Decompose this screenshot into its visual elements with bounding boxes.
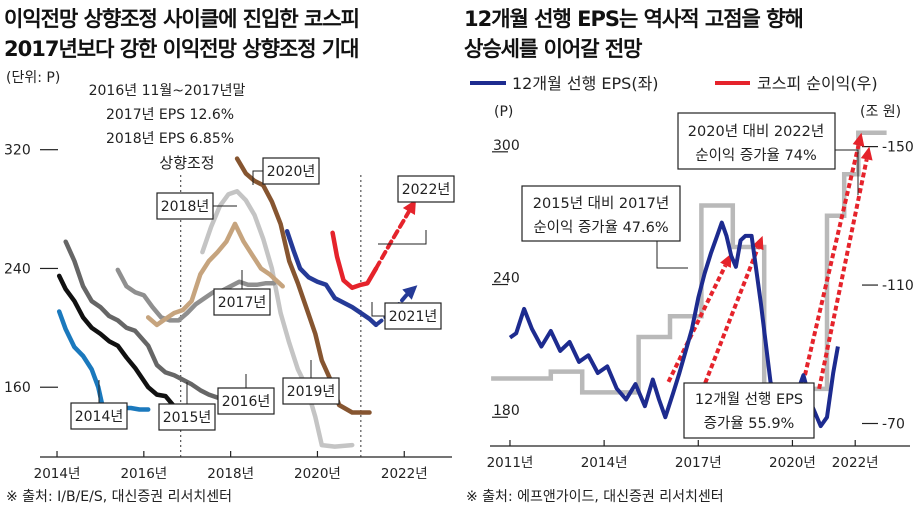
left-xtick-label-2018: 2018년 xyxy=(207,466,254,482)
right-right-ytick-label-70: -70 xyxy=(882,417,905,433)
left-label-box-8 xyxy=(397,175,455,203)
left-label-text-5: 2019년 xyxy=(287,384,336,400)
callout-2015-leader xyxy=(656,241,688,269)
left-label-box-1 xyxy=(158,403,216,431)
right-xtick-label-2017: 2017년 xyxy=(675,455,722,471)
left-series-2022y-forecast xyxy=(374,202,415,271)
note-eps-2018: 2018년 EPS 6.85% xyxy=(106,131,234,147)
callout-2020-line1: 2020년 대비 2022년 xyxy=(688,123,824,140)
left-xtick-label-2022: 2022년 xyxy=(381,466,428,482)
note-period: 2016년 11월~2017년말 xyxy=(89,83,246,99)
left-xtick-label-2020: 2020년 xyxy=(294,466,341,482)
left-label-box-2 xyxy=(217,387,275,415)
note-eps-2017: 2017년 EPS 12.6% xyxy=(106,107,234,123)
left-label-box-5 xyxy=(282,377,340,405)
left-label-leader-7 xyxy=(371,302,385,317)
right-growth-arrowhead-1 xyxy=(752,235,764,251)
left-label-text-7: 2021년 xyxy=(389,309,438,325)
callout-2015-line1: 2015년 대비 2017년 xyxy=(533,195,669,212)
left-series-2021y xyxy=(284,229,379,328)
left-plot-grid: 160 240 320 2014년 2016년 2018년 2020년 2022년 xyxy=(4,143,452,482)
right-growth-arrow-3 xyxy=(817,158,869,390)
left-label-text-1: 2015년 xyxy=(163,410,212,426)
left-label-text-6: 2020년 xyxy=(267,164,316,180)
right-series-group xyxy=(491,130,887,429)
right-xtick-label-2020: 2020년 xyxy=(769,455,816,471)
right-axis-unit: (조 원) xyxy=(860,104,901,120)
callout-2015-line2: 순이익 증가율 47.6% xyxy=(533,219,668,236)
left-series-2019y xyxy=(200,189,355,449)
left-series-2017y xyxy=(115,267,277,323)
right-title-line2: 상승세를 이어갈 전망 xyxy=(464,37,643,61)
left-title: 이익전망 상향조정 사이클에 진입한 코스피 2017년보다 강한 이익전망 상… xyxy=(4,4,360,64)
left-series-2016y xyxy=(63,239,238,405)
left-xtick-label-2016: 2016년 xyxy=(120,466,167,482)
left-label-text-4: 2018년 xyxy=(161,199,210,215)
callout-eps-line1: 12개월 선행 EPS xyxy=(695,391,803,408)
right-xtick-label-2011: 2011년 xyxy=(487,455,534,471)
left-label-leader-6 xyxy=(252,170,263,185)
left-label-box-6 xyxy=(262,157,320,185)
right-plot-grid: 180 240 300 -70 -110 -150 2011년 2014년 2017년 2020년… xyxy=(487,138,914,471)
left-label-text-2: 2016년 xyxy=(222,394,271,410)
left-axis-unit: (P) xyxy=(494,104,513,120)
left-arrowhead-2022y-forecast xyxy=(402,199,416,216)
left-source: ※ 출처: I/B/E/S, 대신증권 리서치센터 xyxy=(6,489,232,505)
right-title: 12개월 선행 EPS는 역사적 고점을 향해 상승세를 이어갈 전망 xyxy=(464,4,804,64)
left-title-line2: 2017년보다 강한 이익전망 상향조정 기대 xyxy=(4,37,360,61)
legend-profit-label: 코스피 순이익(우) xyxy=(757,74,878,93)
left-series-2018y xyxy=(145,221,285,328)
left-chart: (단위: P) 2016년 11월~2017년말 2017년 EPS 12.6%… xyxy=(4,70,455,482)
left-arrowhead-2021y-forecast xyxy=(402,285,418,300)
left-label-box-4 xyxy=(156,192,214,220)
left-label-box-7 xyxy=(384,302,442,330)
left-series-2015y xyxy=(56,273,194,424)
left-panel: 이익전망 상향조정 사이클에 진입한 코스피 2017년보다 강한 이익전망 상… xyxy=(0,0,458,512)
legend-eps-label: 12개월 선행 EPS(좌) xyxy=(512,74,659,93)
callout-2020-box xyxy=(677,112,836,170)
right-left-ytick-label-300: 300 xyxy=(493,138,520,154)
right-growth-arrowhead-2 xyxy=(852,132,865,147)
callout-eps-line2: 증가율 55.9% xyxy=(704,415,795,432)
right-right-ytick-label-110: -110 xyxy=(882,278,914,294)
right-panel: 12개월 선행 EPS는 역사적 고점을 향해 상승세를 이어갈 전망 12개월… xyxy=(460,0,917,512)
left-title-line1: 이익전망 상향조정 사이클에 진입한 코스피 xyxy=(4,7,360,31)
left-ytick-label-240: 240 xyxy=(4,261,31,277)
left-label-text-8: 2022년 xyxy=(402,182,451,198)
left-unit: (단위: P) xyxy=(6,70,60,86)
right-growth-arrow-1 xyxy=(691,247,760,414)
left-series-2014y xyxy=(56,309,151,414)
right-chart: 12개월 선행 EPS(좌) 코스피 순이익(우) (P) (조 원) 1802… xyxy=(470,74,914,471)
right-left-ytick-label-180: 180 xyxy=(493,403,520,419)
callout-2020-leader xyxy=(835,149,859,195)
left-xtick-label-2014: 2014년 xyxy=(34,466,81,482)
right-left-ytick-label-240: 240 xyxy=(493,271,520,287)
right-growth-arrow-0 xyxy=(666,264,728,383)
callout-eps-box xyxy=(683,382,815,439)
left-label-leader-8 xyxy=(378,230,427,245)
right-source: ※ 출처: 에프앤가이드, 대신증권 리서치센터 xyxy=(466,489,724,505)
right-right-ytick-label-150: -150 xyxy=(882,140,914,156)
left-label-group: 2014년 2015년 2016년 2017년 2018년 2019년 2020년 2021년… xyxy=(70,157,455,431)
left-label-box-0 xyxy=(70,402,128,430)
callout-2020-line2: 순이익 증가율 74% xyxy=(695,147,817,164)
callout-2015-box xyxy=(521,185,681,242)
right-growth-arrowhead-3 xyxy=(860,146,873,161)
left-series-2022y xyxy=(330,230,379,291)
right-series-profit xyxy=(491,130,887,405)
right-xtick-label-2022: 2022년 xyxy=(832,455,879,471)
left-ytick-label-320: 320 xyxy=(4,143,31,159)
right-growth-arrowhead-0 xyxy=(720,253,732,268)
left-ytick-label-160: 160 xyxy=(4,380,31,396)
left-label-text-0: 2014년 xyxy=(75,409,124,425)
right-growth-arrow-2 xyxy=(803,144,861,376)
left-label-text-3: 2017년 xyxy=(218,295,267,311)
right-xtick-label-2014: 2014년 xyxy=(581,455,628,471)
left-label-box-3 xyxy=(213,288,271,316)
note-upward: 상향조정 xyxy=(159,154,214,172)
right-title-line1: 12개월 선행 EPS는 역사적 고점을 향해 xyxy=(464,7,804,31)
right-callouts: 2020년 대비 2022년 순이익 증가율 74% 2015년 대비 2017… xyxy=(521,112,859,439)
